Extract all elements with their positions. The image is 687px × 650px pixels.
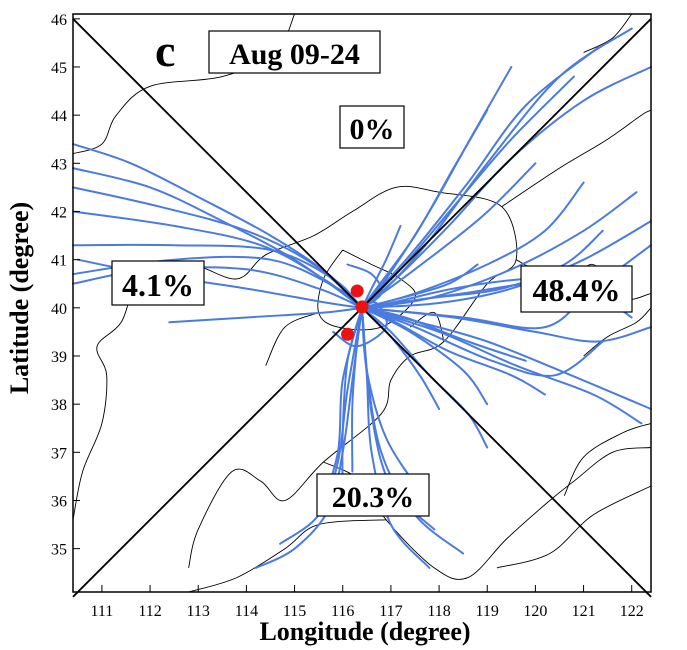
- y-tick-label: 38: [51, 397, 67, 414]
- trajectory-line: [361, 306, 421, 492]
- x-tick-label: 111: [90, 603, 113, 620]
- trajectory-line: [361, 224, 402, 309]
- y-tick-label: 42: [51, 204, 67, 221]
- y-axis-title: Latitude (degree): [5, 202, 34, 394]
- x-tick-label: 118: [427, 603, 450, 620]
- trajectory-line: [332, 301, 388, 348]
- trajectory-line: [361, 306, 431, 569]
- trajectory-line: [72, 243, 363, 309]
- trajectory-line: [361, 220, 652, 309]
- site-marker: [350, 284, 364, 298]
- x-tick-label: 113: [187, 603, 210, 620]
- site-markers: [341, 284, 369, 341]
- boundary-line: [496, 485, 652, 569]
- trajectory-line: [361, 263, 479, 309]
- trajectory-line: [341, 306, 363, 492]
- sector-south-box: 20.3%: [316, 473, 430, 517]
- boundary-line: [563, 422, 652, 496]
- trajectory-line: [361, 46, 599, 309]
- sector-west-box: 4.1%: [111, 260, 205, 306]
- boundary-line: [583, 307, 652, 357]
- panel-label: c: [155, 25, 175, 76]
- boundary-line: [188, 519, 387, 593]
- boundary-line: [265, 312, 319, 366]
- x-tick-label: 120: [523, 603, 547, 620]
- trajectory-line: [361, 191, 638, 309]
- trajectory-line: [361, 109, 489, 309]
- sector-east-percent: 48.4%: [533, 272, 621, 308]
- y-tick-label: 40: [51, 301, 67, 318]
- boundary-line: [501, 109, 652, 208]
- period-label: Aug 09-24: [229, 38, 360, 71]
- trajectory-line: [361, 66, 513, 309]
- trajectory-line: [168, 306, 363, 324]
- sector-south-percent: 20.3%: [332, 481, 415, 514]
- trajectory-line: [361, 306, 643, 425]
- y-tick-label: 45: [51, 60, 67, 77]
- trajectory-line: [361, 306, 652, 343]
- trajectory-line: [361, 306, 465, 555]
- panel-label-box: c: [155, 25, 175, 76]
- x-tick-label: 114: [235, 603, 258, 620]
- site-marker: [341, 327, 355, 341]
- sector-north-percent: 0%: [350, 113, 395, 146]
- y-tick-label: 44: [51, 108, 67, 125]
- x-tick-label: 116: [331, 603, 354, 620]
- trajectory-line: [361, 306, 527, 362]
- trajectory-line: [361, 306, 546, 396]
- boundary-line: [583, 13, 633, 53]
- y-axis-ticks: 35 36 37 38 39 40 41 42 43 44 45 46: [51, 12, 80, 559]
- sector-west-percent: 4.1%: [122, 267, 194, 303]
- trajectory-line: [361, 306, 441, 410]
- trajectory-line: [361, 162, 537, 309]
- trajectory-line: [279, 306, 363, 545]
- x-axis-ticks: 111 112 113 114 115 116 117 118 119 120 121 122: [90, 585, 644, 620]
- x-tick-label: 119: [476, 603, 499, 620]
- sector-east-box: 48.4%: [520, 265, 633, 313]
- x-tick-label: 122: [620, 603, 644, 620]
- y-tick-label: 43: [51, 156, 67, 173]
- plot-frame: [72, 13, 652, 593]
- x-tick-label: 121: [572, 603, 596, 620]
- x-tick-label: 112: [138, 603, 161, 620]
- y-tick-label: 41: [51, 253, 67, 270]
- sector-north-box: 0%: [339, 105, 405, 149]
- y-tick-label: 35: [51, 542, 67, 559]
- x-axis-title: Longitude (degree): [259, 617, 470, 646]
- x-tick-label: 117: [379, 603, 402, 620]
- y-tick-label: 36: [51, 493, 67, 510]
- trajectory-line: [361, 306, 489, 406]
- x-tick-label: 115: [283, 603, 306, 620]
- boundary-line: [72, 185, 518, 569]
- y-tick-label: 46: [51, 12, 67, 29]
- trajectory-line: [351, 306, 363, 473]
- y-tick-label: 37: [51, 445, 67, 462]
- period-label-box: Aug 09-24: [208, 30, 381, 74]
- y-tick-label: 39: [51, 349, 67, 366]
- trajectory-line: [361, 306, 604, 377]
- site-marker: [355, 300, 369, 314]
